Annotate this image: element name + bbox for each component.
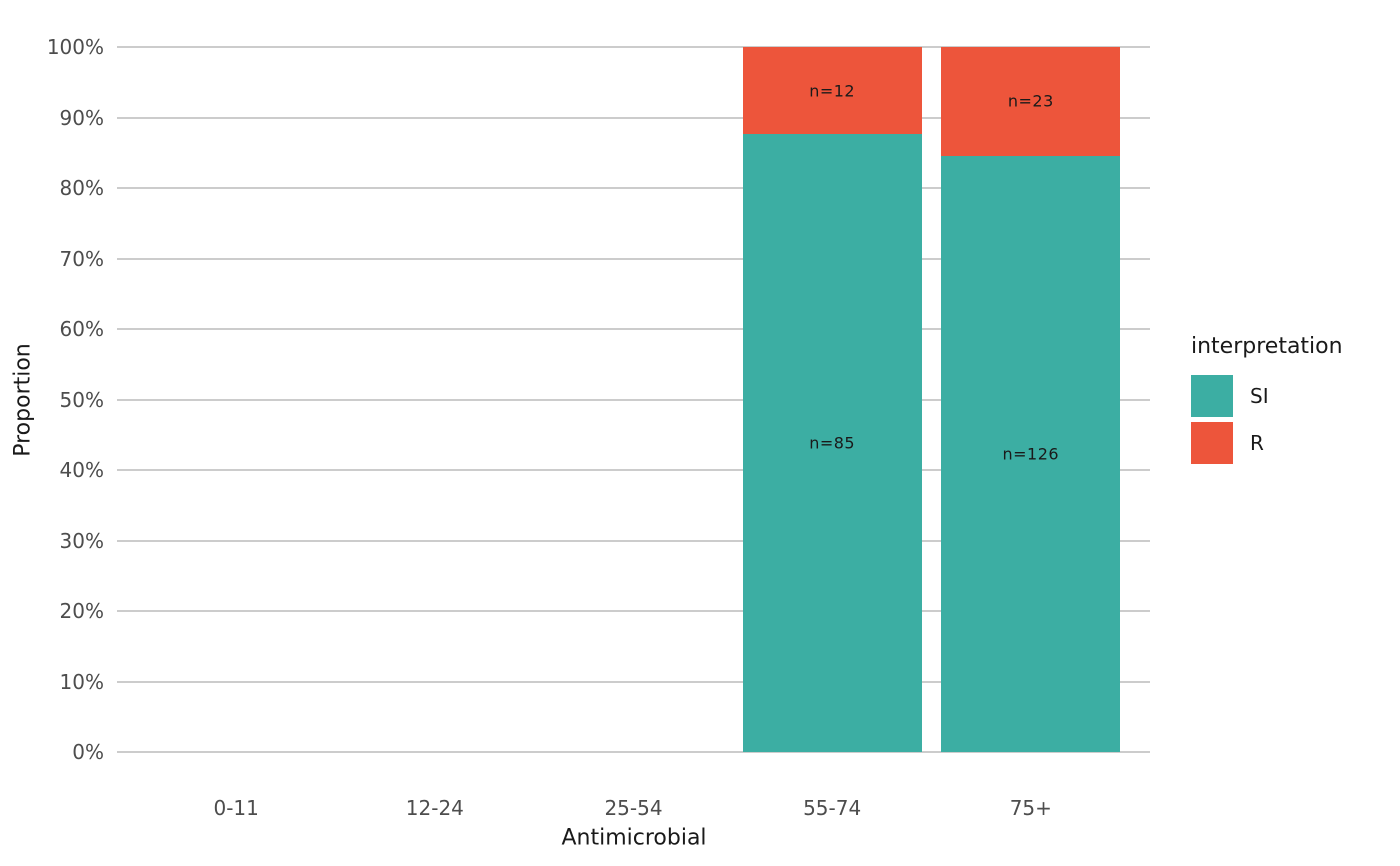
legend-label-si: SI (1250, 384, 1269, 408)
x-tick-label: 25-54 (604, 796, 663, 820)
bar-segment-r (742, 47, 922, 135)
y-tick-label: 50% (59, 387, 104, 412)
y-tick-label: 100% (46, 35, 104, 59)
bar-count-label: n=23 (1007, 91, 1054, 111)
gridline (117, 328, 1150, 330)
bar-count-label: n=85 (809, 433, 856, 453)
gridline (117, 751, 1150, 753)
gridline (117, 46, 1150, 48)
legend-title: interpretation (1191, 334, 1343, 359)
x-tick-label: 0-11 (213, 796, 259, 820)
bar-segment-si (742, 134, 922, 752)
x-tick-label: 75+ (1009, 796, 1052, 820)
x-axis-title: Antimicrobial (561, 825, 707, 851)
x-tick-label: 55-74 (803, 796, 862, 820)
legend-swatch-si (1191, 375, 1233, 417)
legend-label-r: R (1250, 430, 1264, 455)
y-tick-label: 60% (59, 317, 104, 341)
gridline (117, 398, 1150, 401)
bar-count-label: n=126 (1002, 444, 1060, 464)
y-tick-label: 40% (59, 458, 104, 482)
y-tick-label: 30% (59, 528, 104, 553)
bar-count-label: n=12 (809, 81, 856, 101)
gridline (117, 187, 1150, 189)
y-tick-label: 90% (59, 105, 104, 130)
gridline (117, 610, 1150, 612)
gridline (117, 539, 1150, 542)
y-tick-label: 20% (59, 599, 104, 623)
gridline (117, 116, 1150, 119)
y-tick-label: 10% (59, 669, 104, 694)
x-tick-label: 12-24 (405, 796, 464, 820)
y-tick-label: 70% (59, 246, 104, 271)
bar-segment-r (941, 47, 1121, 156)
y-axis-title: Proportion (10, 343, 36, 457)
gridline (117, 257, 1150, 260)
legend: interpretation SI R (1191, 334, 1343, 464)
legend-swatch-r (1191, 421, 1233, 464)
y-tick-label: 80% (59, 176, 104, 200)
gridline (117, 469, 1150, 471)
bar-segment-si (941, 155, 1121, 752)
gridline (117, 680, 1150, 683)
y-tick-label: 0% (72, 740, 104, 764)
